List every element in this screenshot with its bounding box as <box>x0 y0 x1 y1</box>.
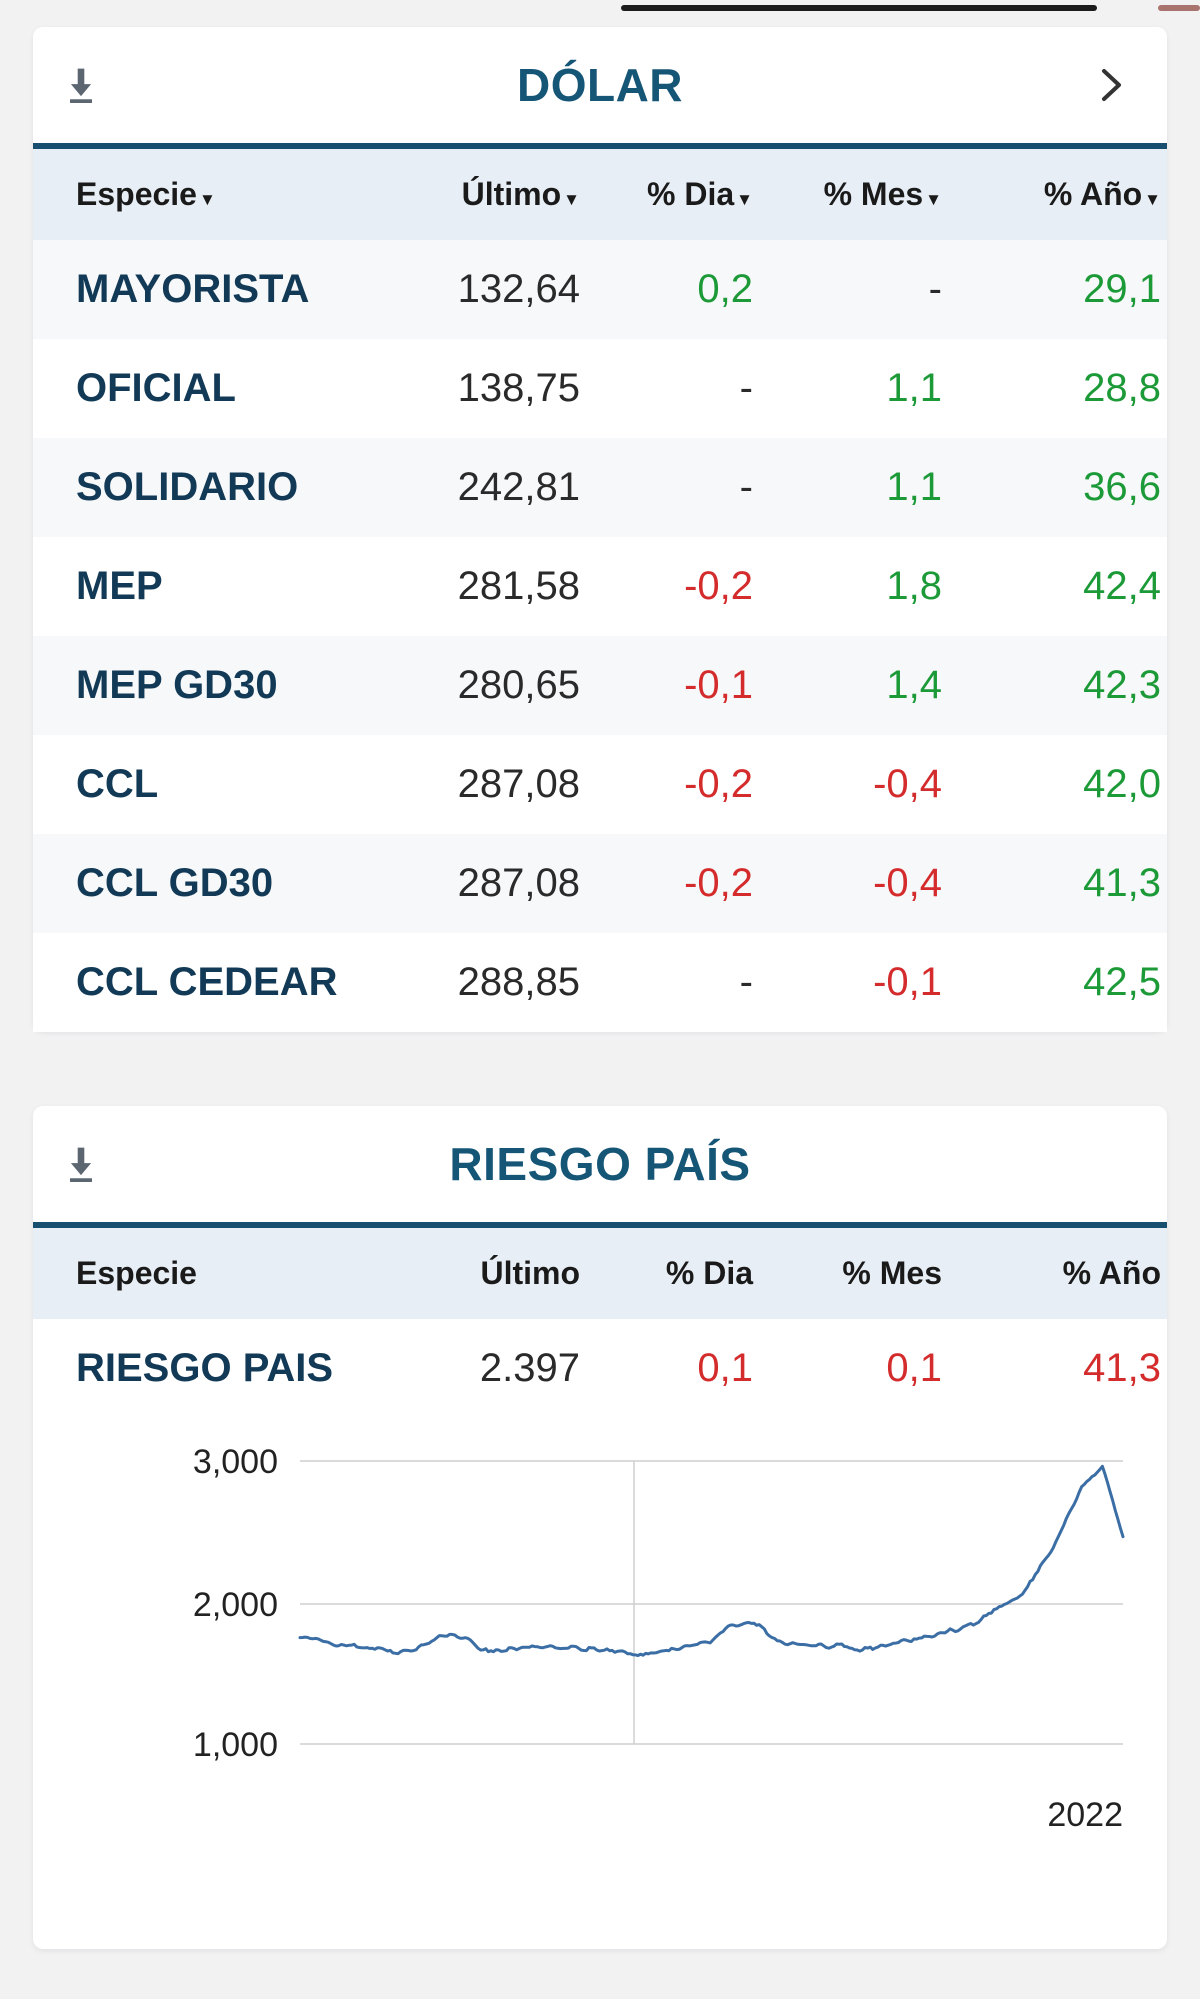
svg-text:1,000: 1,000 <box>193 1726 278 1764</box>
svg-text:3,000: 3,000 <box>193 1443 278 1481</box>
svg-text:2,000: 2,000 <box>193 1586 278 1624</box>
svg-text:2022: 2022 <box>1047 1796 1123 1834</box>
